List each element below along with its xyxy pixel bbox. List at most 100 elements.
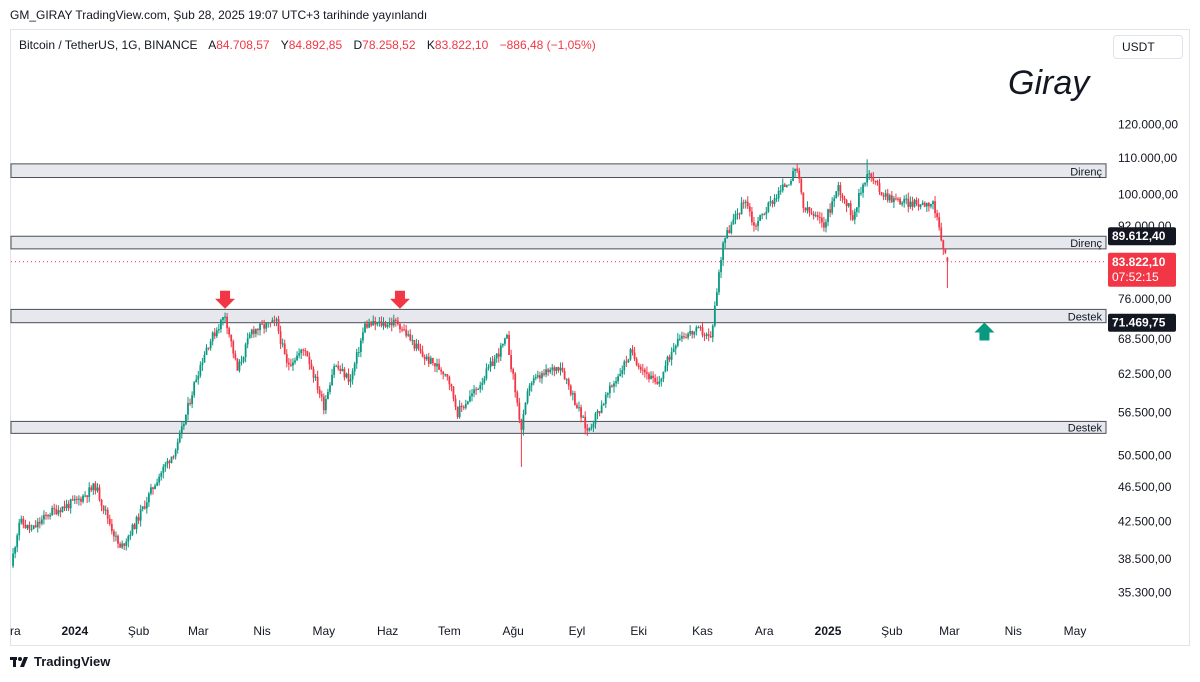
candle-body <box>314 376 317 378</box>
candle-body <box>771 201 774 205</box>
candle-body <box>827 209 829 223</box>
candle-body <box>504 338 506 344</box>
candle-body <box>672 348 675 353</box>
zone-price-text-3: 71.469,75 <box>1112 316 1166 330</box>
candle-body <box>656 381 659 384</box>
candle-body <box>246 338 249 345</box>
candle-body <box>627 359 630 363</box>
candle-body <box>590 427 593 429</box>
time-tick: 2024 <box>61 624 88 638</box>
candle-body <box>248 334 251 339</box>
candle-body <box>921 202 924 205</box>
candle-body <box>213 332 216 337</box>
candle-body <box>808 207 811 213</box>
candle-body <box>740 202 743 215</box>
high-label: Y <box>280 38 289 52</box>
candle-body <box>327 391 329 400</box>
candle-body <box>699 327 702 329</box>
candle-body <box>882 195 885 197</box>
candle-body <box>919 204 922 207</box>
candle-body <box>623 361 626 371</box>
candle-body <box>606 393 609 395</box>
candle-body <box>479 384 482 390</box>
candle-body <box>909 201 912 207</box>
candle-body <box>930 204 932 207</box>
candle-body <box>738 213 741 215</box>
candle-body <box>936 213 939 218</box>
candle-body <box>197 375 200 380</box>
candle-body <box>683 336 685 338</box>
candle-body <box>753 222 755 226</box>
candle-body <box>16 535 19 548</box>
price-tick: 42.500,00 <box>1118 514 1172 528</box>
candle-body <box>106 509 109 519</box>
candle-body <box>831 201 834 213</box>
candle-body <box>678 338 681 340</box>
candle-body <box>164 464 167 467</box>
candle-body <box>40 519 43 524</box>
footer-brand[interactable]: TradingView <box>10 654 110 669</box>
close-value: 83.822,10 <box>434 38 489 52</box>
candle-body <box>413 339 416 349</box>
price-tick: 68.500,00 <box>1118 332 1172 346</box>
currency-button[interactable]: USDT <box>1113 35 1183 59</box>
candle-body <box>932 201 934 205</box>
candle-body <box>88 487 91 498</box>
candle-body <box>539 375 541 379</box>
candle-body <box>80 498 82 502</box>
time-tick: Ağu <box>502 624 523 638</box>
candle-body <box>491 361 494 366</box>
chart-frame[interactable] <box>10 29 1190 646</box>
candle-body <box>650 375 652 380</box>
candle-body <box>289 364 292 366</box>
candle-body <box>113 531 115 537</box>
candle-body <box>769 201 772 203</box>
symbol-name[interactable]: Bitcoin / TetherUS, 1G, BINANCE <box>19 38 198 52</box>
candle-body <box>843 198 846 201</box>
candle-body <box>394 319 397 321</box>
candle-body <box>436 363 438 367</box>
candle-body <box>252 329 255 334</box>
candle-body <box>82 495 84 502</box>
candle-body <box>528 385 531 392</box>
candle-body <box>209 341 212 349</box>
candle-body <box>586 428 589 431</box>
candle-body <box>631 349 634 353</box>
zone-price-tag-2 <box>1108 227 1176 246</box>
candle-body <box>425 356 428 360</box>
candle-body <box>176 442 179 450</box>
candle-body <box>748 206 751 212</box>
candle-body <box>878 183 881 193</box>
candle-body <box>516 392 519 403</box>
candle-body <box>604 394 607 404</box>
candle-body <box>820 217 823 223</box>
price-tick: 100.000,00 <box>1118 187 1178 201</box>
candle-body <box>347 373 350 382</box>
candle-body <box>265 323 268 329</box>
candle-body <box>611 385 613 387</box>
candle-body <box>444 374 447 376</box>
candle-body <box>569 385 572 395</box>
candle-body <box>860 192 862 194</box>
published-note: GM_GIRAY TradingView.com, Şub 28, 2025 1… <box>10 8 428 22</box>
candle-body <box>370 323 373 326</box>
candle-body <box>34 525 37 528</box>
candle-body <box>652 375 655 378</box>
candle-body <box>341 369 344 372</box>
candle-body <box>701 327 704 336</box>
candle-body <box>629 349 632 360</box>
candle-body <box>283 343 286 355</box>
price-tick: 120.000,00 <box>1118 118 1178 132</box>
candle-body <box>792 170 794 182</box>
candle-body <box>108 518 111 525</box>
candle-body <box>22 518 25 525</box>
candle-body <box>668 356 671 360</box>
candle-body <box>300 349 303 354</box>
candle-body <box>102 505 105 511</box>
zone-3 <box>10 308 1107 324</box>
candle-body <box>666 356 669 366</box>
time-tick: May <box>1064 624 1087 638</box>
candle-body <box>716 292 718 306</box>
price-tick: 56.500,00 <box>1118 406 1172 420</box>
